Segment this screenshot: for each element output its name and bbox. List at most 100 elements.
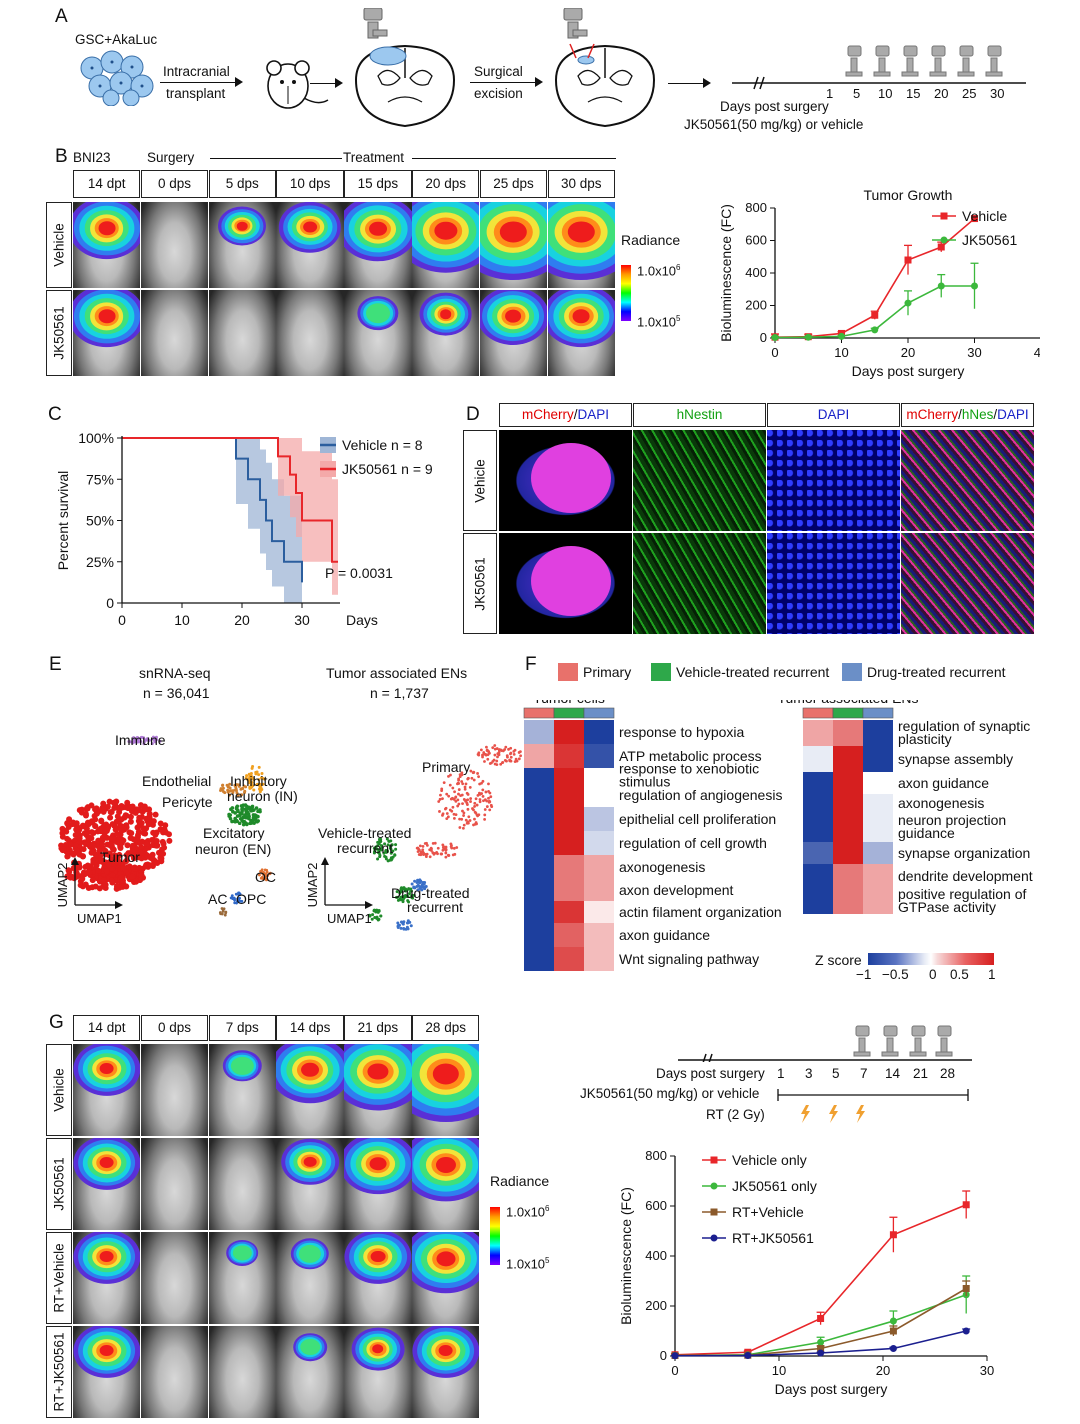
- cell-point: [373, 916, 377, 920]
- cell-point: [102, 881, 109, 888]
- cell-point: [161, 826, 168, 833]
- heatmap-cell: [554, 947, 584, 971]
- cell-point: [221, 784, 225, 788]
- cell-point: [254, 770, 258, 774]
- cell-point: [148, 837, 155, 844]
- cell-point: [235, 814, 240, 818]
- cell-point: [128, 740, 132, 744]
- cell-point: [495, 759, 499, 763]
- step2-top-label: Surgical: [474, 64, 523, 79]
- bioluminescence-signal: [298, 1244, 322, 1263]
- cell-point: [458, 817, 461, 821]
- p-value: P = 0.0031: [325, 565, 393, 581]
- cell-point: [454, 799, 458, 803]
- cell-point: [73, 821, 80, 828]
- cell-point: [234, 785, 238, 789]
- cell-point: [513, 748, 517, 752]
- x-tick-label: 30: [980, 1363, 994, 1378]
- cell-point: [444, 851, 448, 855]
- heatmap-row-label: plasticity: [898, 731, 952, 747]
- radiance-min-text: 1.0x10: [637, 314, 677, 330]
- y-tick-label: 800: [745, 200, 767, 215]
- mouse-bli-image: [73, 290, 141, 376]
- channel-name: DAPI: [817, 407, 850, 422]
- y-axis-label: Bioluminescence (FC): [618, 1187, 634, 1325]
- cell-point: [447, 794, 451, 798]
- cell-point: [243, 791, 247, 795]
- heatmap-cell: [584, 783, 614, 807]
- cell-point: [130, 852, 137, 859]
- heatmap-cell: [524, 768, 554, 783]
- cell-point: [430, 847, 433, 851]
- cell-point: [394, 847, 398, 851]
- cell-point: [457, 788, 461, 791]
- cell-point: [409, 889, 413, 893]
- heatmap-cell: [803, 864, 833, 888]
- cell-point: [493, 747, 497, 751]
- if-channel-header: mCherry/DAPI: [499, 403, 632, 427]
- row-label-text: RT+JK50561: [51, 1332, 67, 1412]
- cell-point: [154, 737, 158, 741]
- x-tick-label: 30: [967, 345, 981, 360]
- cell-point: [150, 742, 154, 746]
- treatment-a-label: JK50561(50 mg/kg) or vehicle: [684, 117, 864, 132]
- cell-point: [485, 805, 489, 808]
- x-tick-label: 0: [118, 612, 126, 628]
- legend-swatch: [842, 663, 862, 681]
- cell-point: [242, 784, 246, 788]
- cell-point: [377, 840, 381, 844]
- mouse-bli-image: [344, 290, 412, 376]
- cell-point: [67, 841, 74, 848]
- condition-bar: [553, 707, 585, 719]
- heatmap-cell: [584, 947, 614, 971]
- cluster-label: Primary: [422, 759, 470, 775]
- heatmap-row-label: neuron projection: [898, 812, 1006, 828]
- bioluminescence-signal: [439, 309, 452, 320]
- cell-point: [265, 868, 269, 872]
- heatmap-row-label: response to hypoxia: [619, 724, 745, 740]
- survival-curve: [122, 437, 303, 583]
- mouse-bli-image: [276, 1326, 344, 1418]
- if-row-label: JK50561: [463, 533, 497, 634]
- cell-point: [478, 782, 482, 786]
- umap2-label: UMAP2: [55, 863, 70, 908]
- cell-point: [417, 884, 421, 888]
- cell-point: [268, 872, 272, 876]
- mouse-bli-image: [547, 202, 615, 288]
- cell-point: [504, 745, 508, 749]
- data-point: [889, 1345, 897, 1352]
- mouse-bli-image: [276, 290, 344, 376]
- arrow-head-icon: [365, 901, 373, 909]
- cell-point: [390, 849, 394, 853]
- heatmap-cell: [554, 807, 584, 831]
- data-point: [838, 332, 845, 340]
- cell-point: [389, 858, 393, 862]
- cell-point: [236, 794, 240, 798]
- cell-point: [153, 837, 160, 844]
- cell-point: [64, 820, 71, 827]
- cell-point: [143, 815, 150, 822]
- bioluminescence-signal: [237, 221, 248, 231]
- bioluminescence-signal: [303, 221, 317, 233]
- cell-point: [481, 788, 485, 792]
- radiance-min-b: 1.0x105: [637, 314, 681, 329]
- heatmap-cell: [803, 794, 833, 812]
- cell-point: [456, 804, 460, 808]
- heatmap-row-label: regulation of cell growth: [619, 835, 767, 851]
- cell-point: [148, 853, 155, 860]
- data-point: [937, 282, 945, 290]
- if-micrograph: [901, 430, 1034, 531]
- cell-point: [92, 851, 99, 858]
- cell-point: [489, 795, 493, 799]
- bioluminescence-signal: [505, 309, 522, 323]
- cell-point: [65, 867, 72, 874]
- step1-arrow: [160, 82, 240, 83]
- mouse-bli-image: [140, 1232, 209, 1324]
- bioluminescence-signal: [301, 1062, 320, 1078]
- cell-point: [462, 811, 466, 815]
- cell-point: [368, 913, 372, 917]
- cell-point: [101, 876, 108, 883]
- brain-section-excision-illustration: [554, 8, 656, 128]
- radiation-bolt-icons: [801, 1105, 865, 1123]
- umap2-label: UMAP2: [305, 863, 320, 908]
